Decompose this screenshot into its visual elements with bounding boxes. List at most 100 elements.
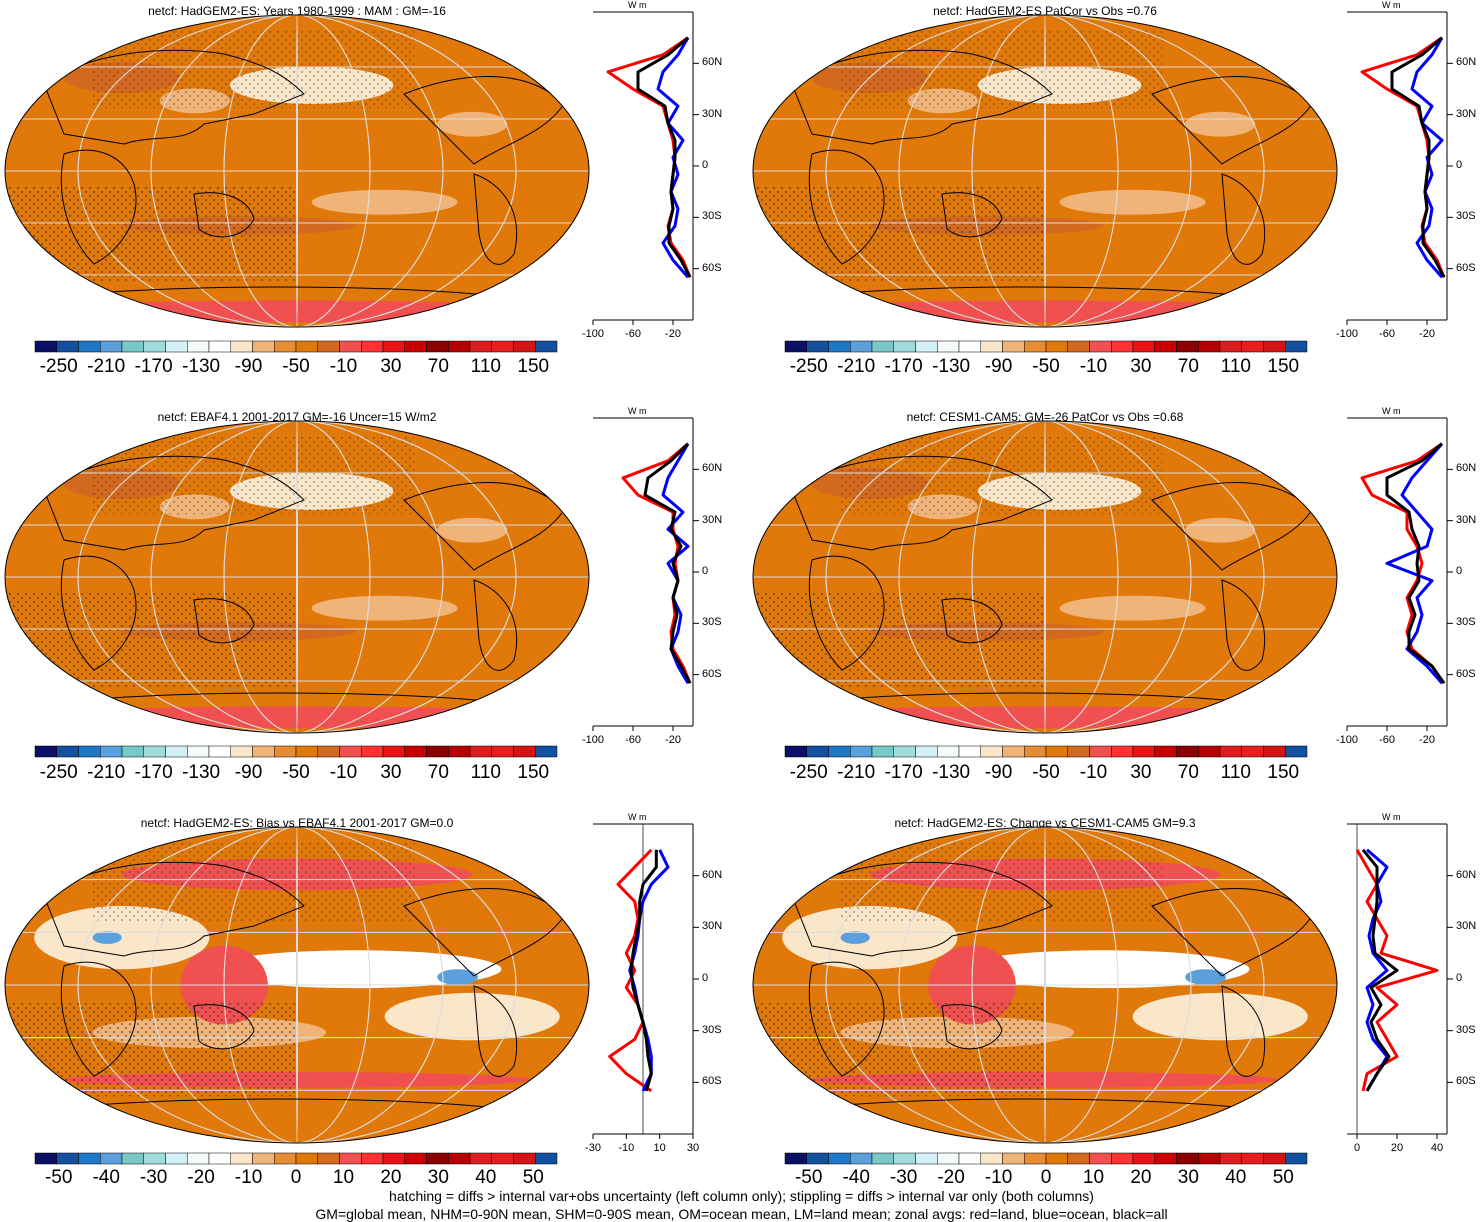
zonal-x-tick-label: -100: [581, 734, 605, 746]
colorbar-label: 30: [1130, 356, 1152, 377]
colorbar-box: [1045, 340, 1068, 353]
field-region: [311, 595, 458, 621]
continent-outline: [1221, 173, 1266, 265]
colorbar-label: 110: [470, 356, 501, 377]
colorbar-box: [958, 340, 981, 353]
colorbar-box: [426, 1152, 449, 1165]
colorbar-box: [850, 745, 873, 758]
colorbar-label: 70: [1177, 356, 1199, 377]
colorbar-box: [1024, 340, 1047, 353]
colorbar-box: [1089, 745, 1112, 758]
colorbar-label: 30: [1130, 762, 1152, 783]
colorbar-label: 70: [1177, 762, 1199, 783]
colorbar-label: 70: [427, 356, 449, 377]
colorbar-box: [1002, 745, 1025, 758]
colorbar-box: [100, 1152, 123, 1165]
zonal-series-line: [1385, 442, 1444, 685]
colorbar-box: [784, 340, 807, 353]
colorbar-box: [165, 745, 188, 758]
colorbar-label: -130: [182, 356, 221, 377]
colorbar-box: [1198, 1152, 1221, 1165]
zonal-average-plot: [592, 823, 699, 1139]
zonal-x-tick-label: -60: [1379, 328, 1395, 340]
colorbar-box: [535, 340, 558, 353]
colorbar-box: [382, 745, 405, 758]
zonal-x-tick-label: -60: [1379, 734, 1395, 746]
continent-outline: [83, 1098, 525, 1112]
zonal-x-tick-label: 30: [686, 1142, 700, 1154]
colorbar-box: [187, 745, 210, 758]
longitude-line: [971, 827, 1119, 1143]
zonal-unit-label: W m: [1382, 0, 1401, 10]
colorbar-box: [1002, 1152, 1025, 1165]
colorbar-box: [208, 745, 231, 758]
colorbar-label: -90: [984, 356, 1013, 377]
longitude-line: [971, 421, 1119, 733]
map-title: netcf: EBAF4.1 2001-2017 GM=-16 Uncer=15…: [157, 410, 437, 424]
colorbar-box: [143, 1152, 166, 1165]
colorbar-box: [252, 340, 275, 353]
longitude-line: [223, 15, 371, 327]
colorbar-box: [491, 745, 514, 758]
colorbar-box: [850, 340, 873, 353]
zonal-average-plot: [592, 417, 699, 731]
colorbar-box: [230, 340, 253, 353]
colorbar-box: [1089, 340, 1112, 353]
field-region: [437, 517, 508, 543]
colorbar-box: [1089, 1152, 1112, 1165]
continent-outline: [831, 1098, 1273, 1112]
colorbar-label: -50: [44, 1167, 73, 1188]
colorbar-label: 150: [517, 762, 550, 783]
continent-outline: [941, 192, 1003, 238]
zonal-y-tick-label: 60S: [702, 1075, 722, 1088]
world-map: [752, 826, 1338, 1144]
colorbar-label: -130: [932, 356, 971, 377]
map-border: [752, 826, 1338, 1144]
colorbar-box: [1154, 1152, 1177, 1165]
zonal-x-tick-label: 0: [1353, 1142, 1361, 1154]
colorbar-box: [143, 340, 166, 353]
colorbar-label: -10: [984, 1167, 1013, 1188]
zonal-x-tick-label: -60: [625, 328, 641, 340]
stippling: [5, 592, 297, 687]
longitude-line: [898, 421, 1192, 733]
zonal-x-tick-label: -60: [625, 734, 641, 746]
colorbar-box: [937, 1152, 960, 1165]
zonal-y-tick-label: 60S: [702, 261, 722, 274]
zonal-series-line: [656, 36, 690, 279]
colorbar-box: [317, 340, 340, 353]
colorbar-box: [513, 340, 536, 353]
colorbar-label: 10: [332, 1167, 355, 1188]
longitude-line: [898, 827, 1192, 1143]
map-title: netcf: HadGEM2-ES PatCor vs Obs =0.76: [933, 4, 1157, 18]
colorbar: [34, 745, 558, 758]
colorbar-box: [230, 745, 253, 758]
colorbar-label: -210: [87, 356, 126, 377]
zonal-series-line: [1360, 36, 1446, 278]
colorbar-box: [491, 340, 514, 353]
colorbar-box: [893, 745, 916, 758]
colorbar-box: [361, 1152, 384, 1165]
footer-line-1: hatching = diffs > internal var+obs unce…: [389, 1188, 1094, 1204]
colorbar-box: [78, 340, 101, 353]
zonal-series-line: [1360, 442, 1446, 685]
colorbar-label: -250: [39, 762, 78, 783]
colorbar-box: [1263, 340, 1286, 353]
colorbar-label: 150: [1267, 762, 1300, 783]
colorbar-box: [828, 745, 851, 758]
zonal-y-tick-label: 30S: [702, 210, 722, 223]
colorbar-box: [100, 340, 123, 353]
colorbar-box: [339, 745, 362, 758]
colorbar-box: [404, 340, 427, 353]
colorbar-box: [535, 1152, 558, 1165]
colorbar-box: [143, 745, 166, 758]
zonal-average-plot: [1346, 417, 1453, 731]
colorbar-label: -50: [282, 762, 310, 783]
colorbar-box: [469, 745, 492, 758]
zonal-y-tick-label: 30N: [1456, 513, 1477, 526]
colorbar-label: -20: [937, 1167, 965, 1188]
colorbar-box: [56, 1152, 79, 1165]
colorbar-box: [491, 1152, 514, 1165]
colorbar-label: -250: [789, 762, 828, 783]
zonal-unit-label: W m: [1382, 406, 1401, 416]
